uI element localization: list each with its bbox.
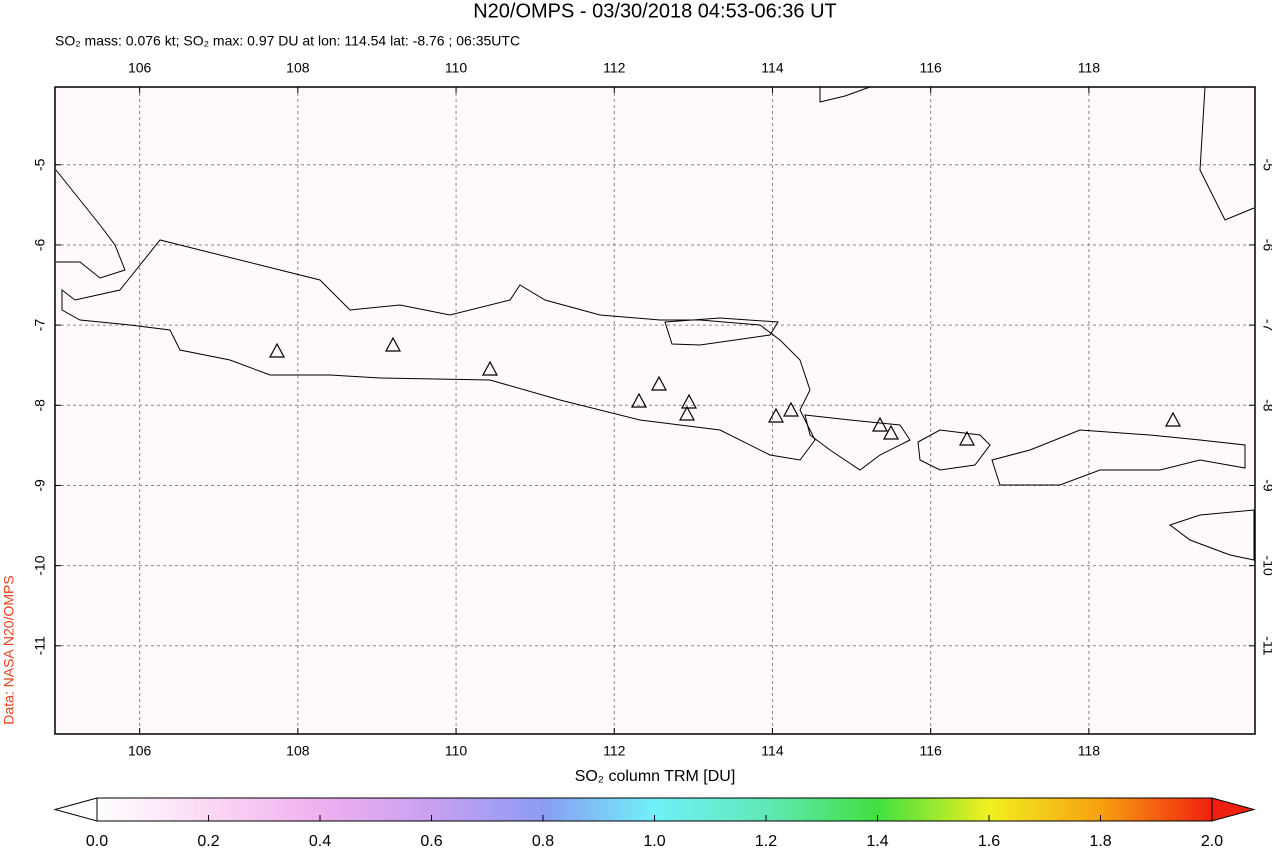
y-tick-label: -8 [1260, 399, 1272, 412]
y-tick-label: -11 [32, 636, 48, 655]
colorbar-tick-label: 0.8 [532, 833, 554, 850]
y-tick-label: -10 [32, 555, 48, 575]
sumatra [55, 169, 126, 279]
colorbar-over [1211, 797, 1256, 822]
map-frame [54, 86, 1256, 735]
colorbar-tick-label: 1.8 [1089, 833, 1111, 850]
colorbar-tick-label: 0.4 [309, 833, 331, 850]
colorbar-tick-label: 1.2 [755, 833, 777, 850]
subtitle: SO₂ mass: 0.076 kt; SO₂ max: 0.97 DU at … [55, 33, 520, 49]
x-tick-label: 108 [286, 60, 310, 76]
coastlines [55, 86, 1255, 561]
sumba [1168, 509, 1255, 561]
y-tick-label: -11 [1260, 636, 1272, 655]
sulawesi [1199, 86, 1255, 221]
x-tick-label: 106 [128, 743, 152, 759]
x-tick-label: 110 [445, 743, 468, 759]
y-tick-label: -9 [1260, 479, 1272, 492]
y-tick-label: -10 [1260, 556, 1272, 576]
colorbar-tick-label: 1.6 [978, 833, 1000, 850]
x-tick-label: 114 [761, 743, 784, 759]
x-tick-label: 110 [445, 60, 468, 76]
y-tick-label: -6 [32, 239, 48, 252]
madura [664, 317, 779, 346]
colorbar-tick-label: 1.4 [866, 833, 888, 850]
lombok [917, 429, 991, 471]
colorbar-label: SO₂ column TRM [DU] [575, 768, 736, 785]
y-tick-label: -7 [1260, 319, 1272, 332]
x-tick-label: 116 [920, 743, 943, 759]
y-tick-label: -5 [32, 158, 48, 171]
volcanoes [268, 336, 1182, 446]
sumbawa [991, 429, 1246, 486]
volcano [268, 336, 1182, 446]
x-tick-label: 114 [761, 60, 784, 76]
title: N20/OMPS - 03/30/2018 04:53-06:36 UT [473, 0, 837, 22]
x-tick-label: 112 [603, 60, 626, 76]
x-tick-label: 118 [1078, 743, 1101, 759]
y-tick-label: -7 [32, 319, 48, 332]
x-tick-label: 118 [1078, 60, 1101, 76]
x-tick-label: 112 [603, 743, 626, 759]
colorbar-tick-label: 2.0 [1201, 833, 1223, 850]
credit: Data: NASA N20/OMPS [1, 575, 17, 724]
x-tick-label: 106 [128, 60, 152, 76]
colorbar-tick-label: 0.0 [86, 833, 108, 850]
colorbar-tick-label: 0.2 [197, 833, 219, 850]
colorbar-tick-label: 0.6 [420, 833, 442, 850]
x-tick-label: 116 [920, 60, 943, 76]
grid [55, 87, 1255, 734]
y-tick-label: -8 [32, 399, 48, 412]
map-area [55, 87, 1255, 734]
borneo [819, 86, 871, 103]
y-tick-label: -5 [1260, 159, 1272, 172]
colorbar-under [53, 797, 98, 822]
bali [804, 414, 911, 471]
java [61, 239, 816, 461]
y-tick-label: -9 [32, 479, 48, 492]
x-tick-label: 108 [286, 743, 310, 759]
y-tick-label: -6 [1260, 239, 1272, 252]
colorbar-tick-label: 1.0 [643, 833, 665, 850]
